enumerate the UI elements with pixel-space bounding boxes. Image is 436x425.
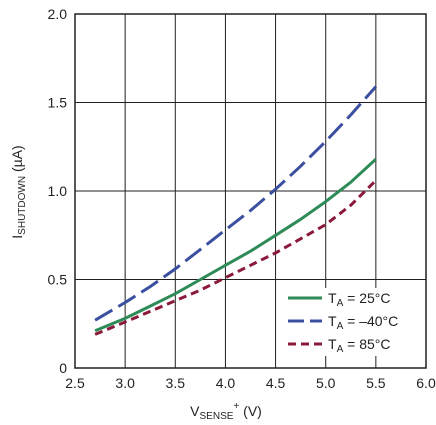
- x-tick-label: 5.5: [366, 375, 386, 391]
- grid-lines: [75, 14, 426, 368]
- series-group: [94, 85, 378, 336]
- y-axis-title-sub: SHUTDOWN: [17, 176, 28, 235]
- legend-label-85c: TA = 85°C: [328, 336, 390, 355]
- x-axis-title-sub: SENSE: [200, 411, 234, 422]
- legend-label-minus40c: TA = –40°C: [328, 313, 398, 332]
- x-tick-labels: 2.5 3.0 3.5 4.0 4.5 5.0 5.5 6.0: [65, 375, 436, 391]
- x-tick-label: 4.5: [266, 375, 286, 391]
- series-line-1: [94, 85, 378, 322]
- y-tick-label: 2.0: [48, 6, 68, 22]
- x-axis-title-unit: (V): [239, 403, 262, 419]
- y-axis-title-unit: (µA): [9, 145, 25, 176]
- x-tick-label: 3.0: [115, 375, 135, 391]
- y-tick-label: 1.0: [48, 183, 68, 199]
- series-line-0: [94, 157, 377, 333]
- x-tick-label: 3.5: [166, 375, 186, 391]
- plot-frame: [74, 13, 427, 369]
- x-tick-label: 2.5: [65, 375, 85, 391]
- y-tick-labels: 0 0.5 1.0 1.5 2.0: [48, 6, 68, 376]
- legend-item-25c: TA = 25°C: [288, 290, 390, 309]
- legend-item-85c: TA = 85°C: [288, 336, 390, 355]
- series-line-2: [94, 179, 377, 336]
- x-axis-title: VSENSE+ (V): [190, 401, 262, 422]
- x-tick-label: 5.0: [316, 375, 336, 391]
- y-axis-title: ISHUTDOWN (µA): [9, 145, 28, 238]
- x-tick-label: 6.0: [416, 375, 436, 391]
- y-axis-title-main: I: [9, 235, 25, 239]
- x-axis-title-sup: +: [233, 401, 239, 412]
- plot-border: [74, 13, 427, 369]
- y-tick-label: 0.5: [48, 272, 68, 288]
- x-tick-label: 4.0: [216, 375, 236, 391]
- y-tick-label: 0: [59, 360, 67, 376]
- x-axis-title-main: V: [190, 403, 200, 419]
- legend-label-25c: TA = 25°C: [328, 290, 390, 309]
- y-tick-label: 1.5: [48, 95, 68, 111]
- legend: TA = 25°C TA = –40°C TA = 85°C: [282, 288, 422, 356]
- legend-item-minus40c: TA = –40°C: [288, 313, 398, 332]
